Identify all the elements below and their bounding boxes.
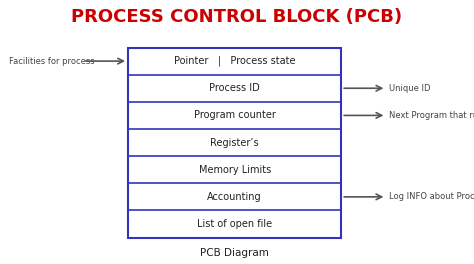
Text: PCB Diagram: PCB Diagram	[200, 248, 269, 258]
Bar	[128, 48, 341, 238]
Text: Process ID: Process ID	[209, 83, 260, 93]
Text: PROCESS CONTROL BLOCK (PCB): PROCESS CONTROL BLOCK (PCB)	[72, 8, 402, 26]
Text: Unique ID: Unique ID	[389, 84, 430, 93]
Text: Memory Limits: Memory Limits	[199, 165, 271, 175]
Text: List of open file: List of open file	[197, 219, 272, 229]
Text: Accounting: Accounting	[207, 192, 262, 202]
Text: Program counter: Program counter	[194, 110, 275, 120]
Text: Register’s: Register’s	[210, 138, 259, 148]
Text: Facilities for process: Facilities for process	[9, 56, 95, 65]
Text: Next Program that run: Next Program that run	[389, 111, 474, 120]
Text: Log INFO about Process: Log INFO about Process	[389, 192, 474, 201]
Text: Pointer   |   Process state: Pointer | Process state	[174, 56, 295, 66]
